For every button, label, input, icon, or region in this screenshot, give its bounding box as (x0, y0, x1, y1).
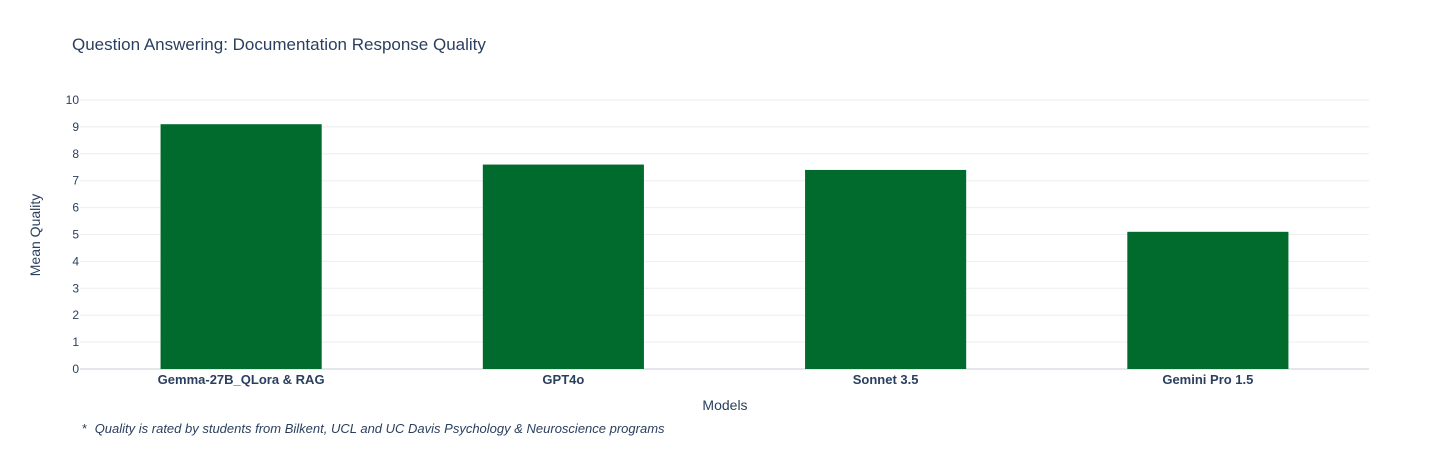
bar (805, 169, 967, 369)
y-tick-label: 10 (66, 93, 80, 107)
x-tick-label: Sonnet 3.5 (853, 372, 919, 387)
bars (160, 124, 1289, 370)
x-tick-label: Gemma-27B_QLora & RAG (158, 372, 325, 387)
y-tick-label: 7 (72, 174, 79, 188)
y-tick-label: 0 (72, 362, 79, 376)
chart-title: Question Answering: Documentation Respon… (72, 35, 486, 54)
footnote: * Quality is rated by students from Bilk… (82, 421, 665, 436)
y-tick-label: 1 (72, 335, 79, 349)
y-tick-label: 2 (72, 308, 79, 322)
y-tick-label: 8 (72, 147, 79, 161)
footnote-marker: * (82, 421, 87, 436)
x-axis-title: Models (702, 397, 747, 413)
y-tick-label: 6 (72, 201, 79, 215)
x-tick-label: Gemini Pro 1.5 (1162, 372, 1253, 387)
y-tick-label: 9 (72, 120, 79, 134)
x-axis-ticks: Gemma-27B_QLora & RAG GPT4o Sonnet 3.5 Gemi… (158, 372, 1254, 387)
footnote-text: Quality is rated by students from Bilken… (95, 421, 665, 436)
y-tick-label: 3 (72, 281, 79, 295)
bar (1127, 231, 1289, 369)
y-tick-label: 4 (72, 254, 79, 268)
x-tick-label: GPT4o (542, 372, 584, 387)
y-axis-ticks: 0 1 2 3 4 5 6 7 8 9 10 (66, 93, 80, 376)
y-axis-title: Mean Quality (27, 194, 43, 276)
bar (482, 164, 644, 369)
bar (160, 124, 322, 370)
y-tick-label: 5 (72, 228, 79, 242)
